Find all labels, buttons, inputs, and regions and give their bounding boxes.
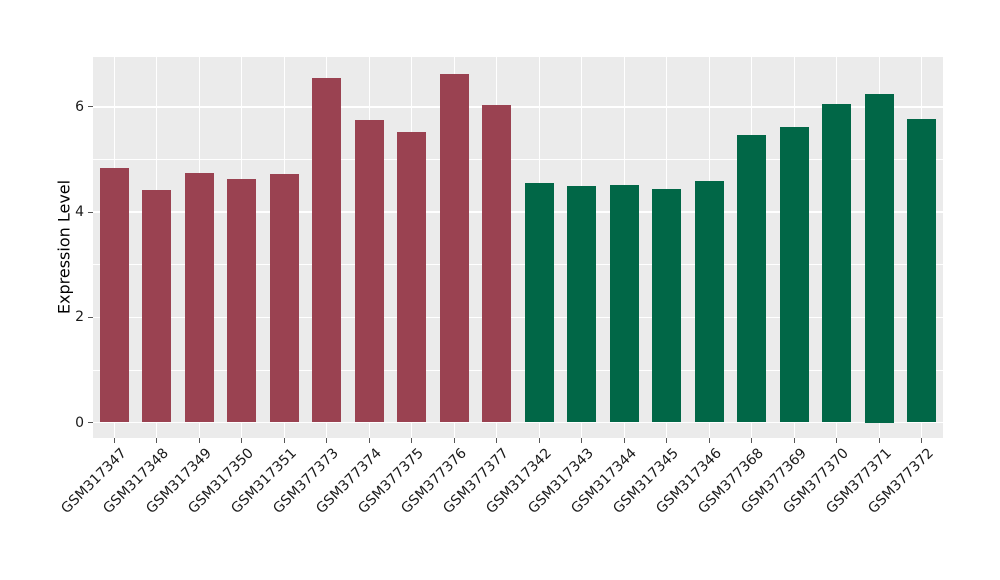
x-tick-mark-GSM377368 [751,438,753,443]
x-tick-mark-GSM317347 [113,438,115,443]
x-tick-mark-GSM377371 [878,438,880,443]
bar-GSM317345 [652,189,682,423]
bar-GSM377370 [822,103,852,423]
x-tick-mark-GSM317346 [708,438,710,443]
bar-GSM377372 [907,118,937,423]
bar-GSM377369 [779,127,809,423]
bar-GSM377374 [354,120,384,423]
gridline-major-y-2 [93,316,943,319]
bar-GSM317348 [142,190,172,423]
bar-GSM317344 [609,184,639,423]
gridline-major-y-4 [93,211,943,213]
gridline-minor-y-1 [93,369,943,371]
x-tick-mark-GSM317351 [283,438,285,443]
bar-GSM317351 [269,174,299,423]
gridline-minor-y-3 [93,264,943,266]
y-tick-mark-0 [88,421,93,424]
bar-GSM377377 [482,104,512,423]
x-tick-mark-GSM377376 [453,438,455,443]
bar-GSM377371 [864,93,894,423]
x-tick-mark-GSM317348 [156,438,158,443]
x-tick-mark-GSM317345 [666,438,668,443]
bar-GSM317343 [567,185,597,423]
bar-GSM377375 [397,132,427,423]
gridline-major-y-0 [93,421,943,424]
x-tick-mark-GSM377370 [836,438,838,443]
x-tick-mark-GSM317350 [241,438,243,443]
y-tick-label-2: 2 [75,309,84,326]
gridline-minor-y-5 [93,159,943,160]
plot-panel [93,57,943,438]
gridline-major-y-6 [93,106,943,108]
bar-GSM317349 [184,173,214,423]
bar-GSM317342 [524,182,554,423]
x-tick-mark-GSM377372 [921,438,923,443]
x-tick-mark-GSM317342 [538,438,540,443]
bar-GSM317350 [227,179,257,423]
y-tick-label-4: 4 [75,204,84,221]
x-tick-mark-GSM377374 [368,438,370,443]
y-tick-label-6: 6 [75,98,84,115]
bar-GSM377368 [737,135,767,423]
x-tick-mark-GSM377375 [411,438,413,443]
y-axis-title: Expression Level [54,179,74,315]
bar-GSM377373 [312,77,342,423]
y-tick-mark-2 [88,316,93,318]
x-tick-mark-GSM377369 [793,438,795,443]
x-tick-mark-GSM317349 [198,438,200,443]
y-tick-mark-4 [88,211,93,213]
x-tick-mark-GSM377373 [326,438,328,443]
x-tick-mark-GSM377377 [496,438,498,443]
bar-GSM317346 [694,181,724,423]
x-tick-mark-GSM317343 [581,438,583,443]
bar-GSM317347 [99,167,129,423]
y-tick-label-0: 0 [75,414,84,431]
y-tick-mark-6 [88,106,93,108]
bar-GSM377376 [439,73,469,423]
x-tick-mark-GSM317344 [623,438,625,443]
